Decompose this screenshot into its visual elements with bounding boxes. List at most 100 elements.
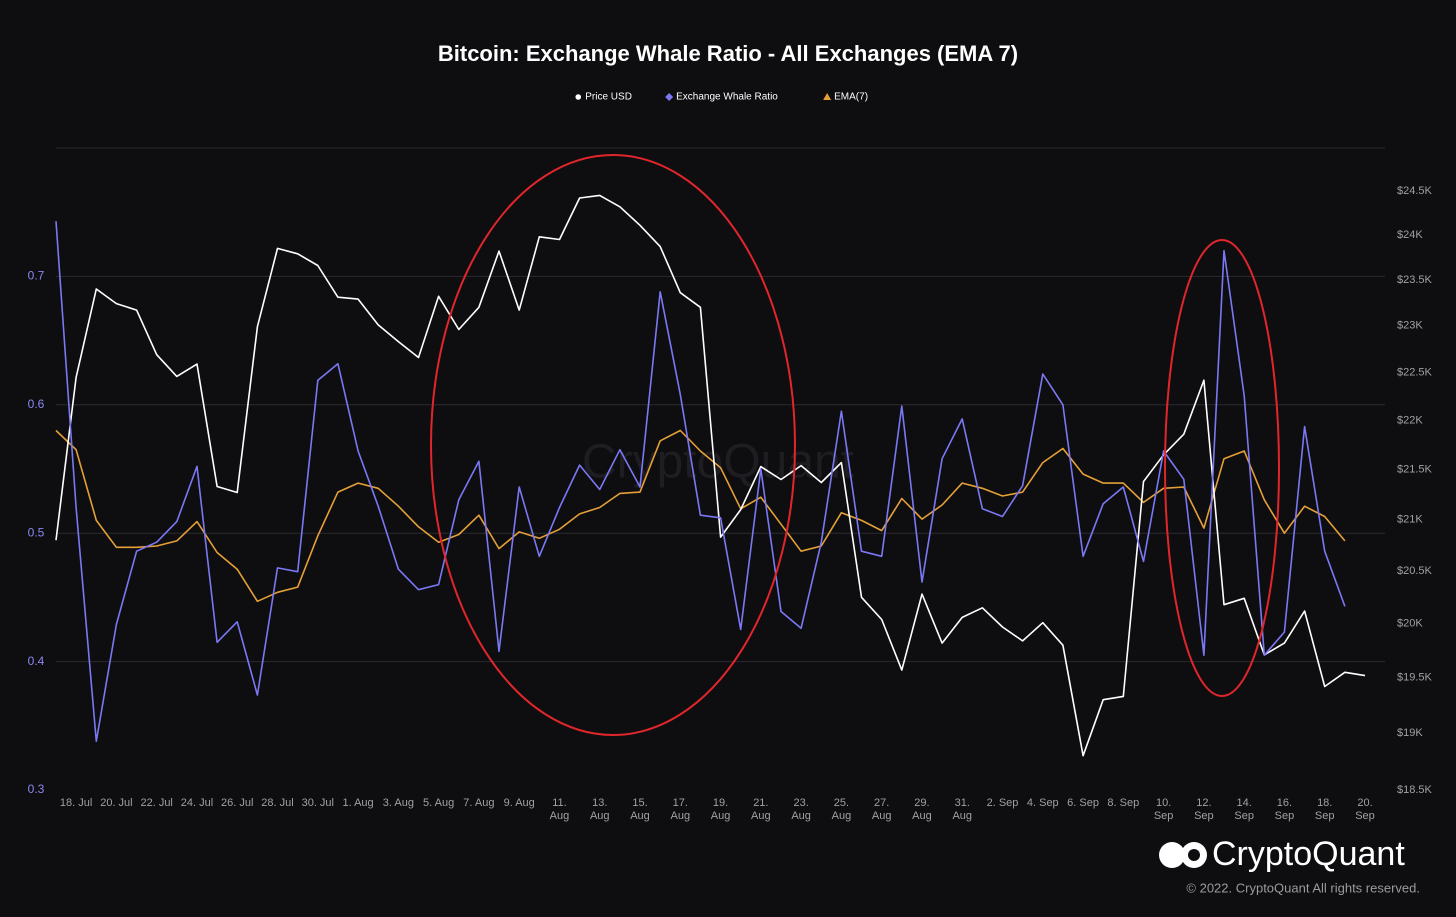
x-tick-label-line: Aug — [791, 810, 811, 822]
highlight-ellipse — [430, 154, 796, 736]
watermark: CryptoQuant — [582, 436, 854, 489]
x-tick-label-line: Sep — [1355, 810, 1375, 822]
x-tick-label: 27. Aug — [872, 797, 892, 822]
copyright: © 2022. CryptoQuant All rights reserved. — [1186, 880, 1420, 895]
x-tick-label: 3. Aug — [383, 797, 414, 809]
x-tick-label: 4. Sep — [1027, 797, 1059, 809]
highlight-ellipse — [1164, 239, 1280, 697]
legend-label: Exchange Whale Ratio — [676, 92, 778, 103]
x-tick-label: 8. Sep — [1107, 797, 1139, 809]
y-tick-label: 0.5 — [28, 525, 45, 539]
x-tick-label-line: 16. — [1277, 797, 1292, 809]
x-tick-label-line: 14. — [1237, 797, 1252, 809]
x-tick-label-line: 27. — [874, 797, 889, 809]
x-tick-label-line: 18. — [1317, 797, 1332, 809]
y-tick-label: 0.6 — [28, 397, 45, 411]
x-tick-label: 7. Aug — [463, 797, 494, 809]
y-tick-label: 0.4 — [28, 654, 45, 668]
x-tick-label-line: 12. — [1196, 797, 1211, 809]
x-tick-label: 18. Sep — [1315, 797, 1335, 822]
x-tick-label-line: Aug — [711, 810, 731, 822]
x-tick-label-line: Aug — [751, 810, 771, 822]
legend-label: EMA(7) — [834, 92, 868, 103]
x-tick-label-line: 29. — [914, 797, 929, 809]
y2-tick-label: $24K — [1397, 229, 1423, 241]
x-tick-label: 14. Sep — [1234, 797, 1254, 822]
x-tick-label-line: 20. — [1357, 797, 1372, 809]
y2-tick-label: $22K — [1397, 414, 1423, 426]
x-tick-label: 2. Sep — [987, 797, 1019, 809]
x-tick-label-line: Aug — [872, 810, 892, 822]
legend-marker — [665, 93, 674, 101]
y2-tick-label: $19K — [1397, 727, 1423, 739]
x-tick-label: 11. Aug — [550, 797, 570, 822]
x-tick-label-line: 17. — [673, 797, 688, 809]
logo-icon — [1188, 849, 1200, 861]
y2-tick-label: $23.5K — [1397, 274, 1433, 286]
x-tick-label-line: Sep — [1315, 810, 1335, 822]
x-tick-label-line: 21. — [753, 797, 768, 809]
x-tick-label: 26. Jul — [221, 797, 253, 809]
chart-title: Bitcoin: Exchange Whale Ratio - All Exch… — [438, 41, 1018, 66]
x-tick-label: 31. Aug — [952, 797, 972, 822]
x-tick-label-line: 10. — [1156, 797, 1171, 809]
x-tick-label: 30. Jul — [302, 797, 334, 809]
y2-tick-label: $20.5K — [1397, 565, 1433, 577]
y2-tick-label: $20K — [1397, 618, 1423, 630]
y2-tick-label: $19.5K — [1397, 672, 1433, 684]
y-tick-label: 0.7 — [28, 269, 45, 283]
y2-tick-label: $18.5K — [1397, 784, 1433, 796]
x-tick-label-line: Sep — [1154, 810, 1174, 822]
x-tick-label-line: Sep — [1194, 810, 1214, 822]
y2-tick-label: $21K — [1397, 514, 1423, 526]
legend: Price USD Exchange Whale Ratio EMA(7) — [575, 92, 868, 103]
x-tick-label-line: 11. — [552, 797, 566, 809]
x-tick-label-line: Aug — [912, 810, 932, 822]
legend-marker — [823, 93, 832, 100]
x-tick-label: 20. Sep — [1355, 797, 1375, 822]
x-tick-label: 9. Aug — [504, 797, 535, 809]
x-tick-label: 21. Aug — [751, 797, 771, 822]
x-tick-label-line: Aug — [952, 810, 972, 822]
y2-tick-label: $24.5K — [1397, 185, 1433, 197]
x-tick-label: 13. Aug — [590, 797, 610, 822]
x-tick-label: 19. Aug — [711, 797, 731, 822]
x-tick-label: 25. Aug — [832, 797, 852, 822]
x-tick-label-line: 13. — [592, 797, 607, 809]
series-line — [55, 429, 1346, 603]
x-tick-label-line: Sep — [1275, 810, 1295, 822]
x-tick-label: 16. Sep — [1275, 797, 1295, 822]
x-tick-label: 22. Jul — [140, 797, 172, 809]
x-tick-label-line: 25. — [834, 797, 849, 809]
y2-tick-label: $21.5K — [1397, 463, 1433, 475]
series-line — [55, 221, 1346, 742]
x-tick-label-line: 23. — [793, 797, 808, 809]
x-tick-label-line: Sep — [1234, 810, 1254, 822]
x-tick-label: 17. Aug — [671, 797, 691, 822]
legend-label: Price USD — [585, 92, 632, 103]
logo: CryptoQuant — [1159, 835, 1405, 873]
x-tick-label-line: 19. — [713, 797, 728, 809]
x-tick-label: 24. Jul — [181, 797, 213, 809]
x-tick-label: 12. Sep — [1194, 797, 1214, 822]
x-tick-label-line: Aug — [832, 810, 852, 822]
x-tick-label-line: Aug — [550, 810, 570, 822]
x-tick-label-line: Aug — [590, 810, 610, 822]
x-tick-label: 28. Jul — [261, 797, 293, 809]
brand: CryptoQuant — [1212, 835, 1405, 873]
legend-marker — [575, 94, 582, 100]
x-tick-label: 29. Aug — [912, 797, 932, 822]
x-tick-label-line: 15. — [632, 797, 647, 809]
x-tick-label-line: Aug — [630, 810, 650, 822]
x-tick-label-line: 31. — [955, 797, 970, 809]
y2-tick-label: $22.5K — [1397, 367, 1433, 379]
series-line — [55, 194, 1366, 757]
x-tick-label: 10. Sep — [1154, 797, 1174, 822]
logo-icon — [1159, 842, 1185, 868]
x-tick-label: 20. Jul — [100, 797, 132, 809]
y2-tick-label: $23K — [1397, 320, 1423, 332]
x-tick-label-line: Aug — [671, 810, 691, 822]
x-tick-label: 23. Aug — [791, 797, 811, 822]
x-tick-label: 15. Aug — [630, 797, 650, 822]
